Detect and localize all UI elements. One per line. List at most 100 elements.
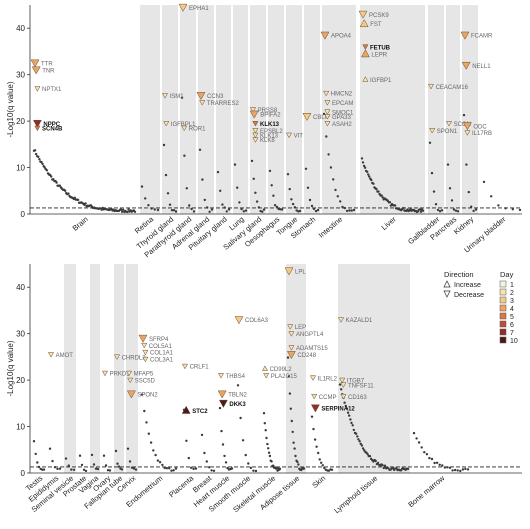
- data-point: [428, 456, 431, 460]
- data-point: [435, 461, 439, 464]
- gene-label-cd248: CD248: [297, 353, 316, 359]
- data-point: [198, 148, 202, 151]
- data-point: [360, 157, 364, 160]
- legend-decrease-marker: [443, 290, 451, 298]
- data-point: [185, 439, 188, 442]
- data-point: [448, 466, 452, 469]
- gene-marker-chrdl2: [113, 354, 121, 361]
- data-point: [84, 202, 87, 205]
- gene-label-ism1: ISM1: [170, 94, 185, 100]
- data-point: [292, 441, 295, 444]
- gene-label-epcam: EPCAM: [332, 101, 353, 107]
- data-point: [417, 441, 421, 444]
- gene-label-col6a3: COL6A3: [245, 318, 269, 324]
- legend-day-swatch-3: [499, 296, 507, 304]
- data-point: [368, 455, 372, 458]
- data-point: [402, 206, 405, 210]
- data-point: [161, 463, 164, 467]
- data-point: [377, 190, 380, 193]
- gene-label-sfrp4: SFRP4: [149, 337, 169, 343]
- tissue-band-vagina: [90, 264, 100, 473]
- data-point: [344, 404, 347, 408]
- data-point: [430, 171, 434, 175]
- data-point: [265, 436, 268, 440]
- gene-label-fcamr: FCAMR: [471, 34, 493, 40]
- data-point: [315, 445, 318, 448]
- data-point: [252, 177, 255, 180]
- data-point: [358, 440, 361, 443]
- data-point: [183, 154, 186, 157]
- gene-marker-cd99l2: [261, 365, 269, 371]
- gene-label-igfbp1: IGFBP1: [370, 78, 392, 84]
- data-point: [180, 96, 184, 99]
- data-point: [221, 443, 225, 446]
- gene-label-angptl4: ANGPTL4: [296, 332, 324, 338]
- data-point: [286, 173, 290, 176]
- data-point: [216, 170, 220, 174]
- data-point: [336, 195, 339, 198]
- data-point: [376, 461, 380, 465]
- data-point: [140, 393, 144, 396]
- data-point: [210, 469, 213, 472]
- data-point: [134, 468, 138, 471]
- data-point: [143, 409, 146, 413]
- tissue-label-brain: Brain: [71, 215, 90, 233]
- data-point: [254, 469, 258, 473]
- legend-day-swatch-1: [499, 280, 507, 288]
- data-point: [366, 170, 369, 173]
- gene-marker-fst: [359, 19, 369, 28]
- data-point: [221, 203, 224, 206]
- gene-marker-col6a3: [234, 316, 244, 325]
- gene-marker-klk8: [252, 137, 259, 143]
- data-point: [370, 178, 373, 182]
- gene-label-pla2g15: PLA2G15: [271, 374, 298, 380]
- data-point: [187, 456, 190, 460]
- data-point: [192, 467, 195, 471]
- data-point: [304, 167, 308, 170]
- data-point: [278, 467, 282, 470]
- data-point: [482, 180, 486, 184]
- y-tick-label: 20: [16, 376, 25, 385]
- data-point: [428, 141, 432, 144]
- gene-marker-epsbl2: [252, 128, 259, 134]
- data-point: [200, 433, 204, 437]
- data-point: [117, 465, 121, 468]
- gene-label-igfbpl1: IGFBPL1: [171, 122, 196, 128]
- gene-marker-nell1: [461, 61, 471, 70]
- data-point: [116, 462, 119, 465]
- data-point: [316, 208, 320, 212]
- data-point: [156, 208, 160, 212]
- data-point: [325, 135, 328, 138]
- data-point: [273, 204, 277, 207]
- y-tick-label: 40: [16, 24, 25, 33]
- data-point: [308, 198, 312, 202]
- data-point: [250, 159, 254, 163]
- data-point: [334, 188, 337, 192]
- legend-increase-marker: [443, 280, 451, 288]
- gene-marker-dkk3: [218, 399, 228, 408]
- data-point: [420, 446, 423, 449]
- gene-label-klk13: KLK13: [260, 122, 280, 128]
- data-point: [48, 447, 52, 450]
- data-point: [296, 460, 299, 464]
- data-point: [367, 173, 370, 176]
- legend-day-swatch-2: [499, 288, 507, 296]
- data-point: [114, 449, 118, 453]
- data-point: [339, 200, 342, 203]
- gene-marker-ror1: [181, 125, 188, 132]
- data-point: [263, 422, 266, 425]
- data-point: [185, 187, 188, 190]
- data-point: [73, 196, 77, 199]
- y-tick-label: 40: [16, 283, 25, 292]
- data-point: [206, 206, 209, 209]
- data-point: [383, 464, 387, 467]
- data-point: [219, 189, 222, 192]
- data-point: [461, 468, 465, 471]
- data-point: [41, 162, 44, 166]
- data-point: [158, 461, 162, 464]
- data-point: [349, 418, 352, 421]
- data-point: [166, 192, 170, 195]
- gene-label-itgb7: ITGB7: [347, 379, 365, 385]
